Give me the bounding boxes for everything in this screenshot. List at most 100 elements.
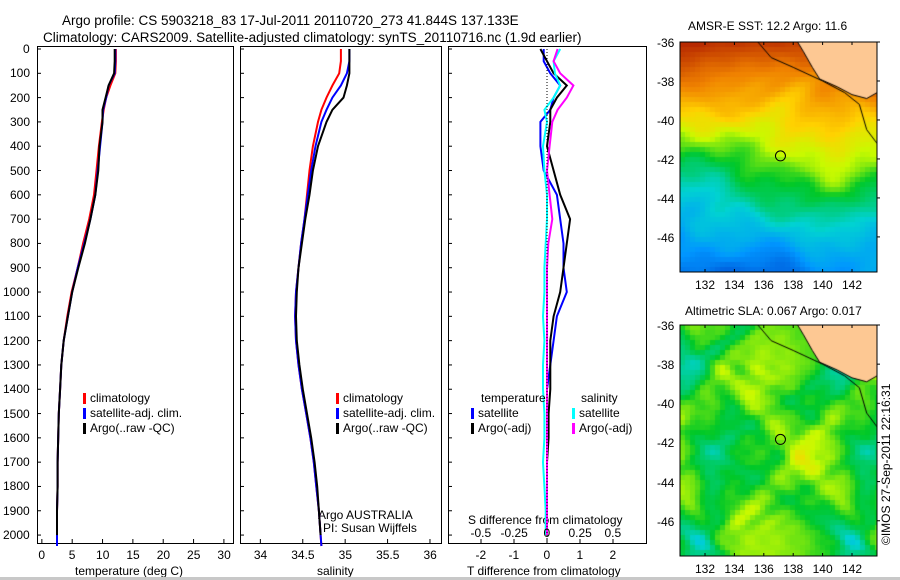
depth-tick-label: 1400 bbox=[3, 382, 30, 397]
s-tick-label: -0.25 bbox=[500, 526, 528, 540]
s-tick-label: 0.5 bbox=[604, 526, 622, 540]
depth-tick-label: 1000 bbox=[3, 285, 30, 300]
x-tick-label: 34.5 bbox=[291, 548, 315, 562]
x-tick-label: 34 bbox=[253, 548, 268, 562]
lat-tick-label: -36 bbox=[657, 36, 675, 50]
lon-tick-label: 134 bbox=[724, 278, 745, 292]
temperature-legend-swatch bbox=[83, 423, 86, 434]
s-tick-label: -0.5 bbox=[470, 526, 492, 540]
title-line1: Argo profile: CS 5903218_83 17-Jul-2011 … bbox=[62, 13, 519, 28]
t-difference-legend-label: Argo(-adj) bbox=[478, 421, 532, 435]
temperature-xlabel: temperature (deg C) bbox=[75, 564, 184, 578]
salinity-legend-label: climatology bbox=[343, 391, 404, 405]
depth-tick-label: 1700 bbox=[3, 455, 30, 470]
salinity-legend-label: satellite-adj. clim. bbox=[343, 406, 436, 420]
difference-legend-title-salinity: salinity bbox=[581, 391, 618, 405]
profile-line-satellite-adj-clim- bbox=[56, 49, 117, 546]
lon-tick-label: 140 bbox=[812, 562, 833, 576]
temperature-legend-swatch bbox=[83, 408, 86, 419]
x-tick-label: 35 bbox=[338, 548, 353, 562]
x-tick-label: 1 bbox=[576, 548, 584, 562]
s-difference-legend-label: satellite bbox=[579, 406, 620, 420]
lon-tick-label: 142 bbox=[842, 278, 863, 292]
argo-float-marker bbox=[774, 150, 786, 162]
lon-tick-label: 136 bbox=[753, 562, 774, 576]
profile-line-climatology bbox=[294, 49, 342, 547]
sla-map-image bbox=[680, 325, 877, 556]
depth-tick-label: 200 bbox=[10, 90, 31, 105]
salinity-legend-swatch bbox=[336, 423, 339, 434]
profile-line-salinity-argo-adj- bbox=[545, 48, 575, 536]
x-tick-label: 2 bbox=[609, 548, 617, 562]
x-tick-label: -2 bbox=[475, 548, 487, 562]
t-difference-legend-swatch bbox=[471, 408, 474, 419]
lat-tick-label: -40 bbox=[657, 113, 675, 128]
s-difference-legend-swatch bbox=[572, 408, 575, 419]
window-bottom-edge bbox=[0, 577, 900, 580]
temperature-legend-label: satellite-adj. clim. bbox=[90, 406, 183, 420]
profile-line-climatology bbox=[56, 49, 117, 546]
depth-tick-label: 1200 bbox=[3, 333, 30, 348]
temperature-axes bbox=[37, 46, 234, 544]
depth-tick-label: 400 bbox=[10, 139, 31, 154]
temperature-legend-label: climatology bbox=[90, 391, 151, 405]
salinity-xlabel: salinity bbox=[317, 564, 354, 578]
lon-tick-label: 132 bbox=[694, 562, 716, 576]
lat-tick-label: -42 bbox=[657, 152, 675, 167]
depth-tick-label: 900 bbox=[10, 260, 31, 275]
depth-tick-label: 700 bbox=[10, 212, 31, 227]
lat-tick-label: -44 bbox=[657, 475, 675, 490]
depth-tick-label: 600 bbox=[10, 187, 31, 202]
depth-tick-label: 1900 bbox=[3, 503, 30, 518]
salinity-annotation-1: Argo AUSTRALIA bbox=[318, 508, 413, 522]
temperature-legend-swatch bbox=[83, 393, 86, 404]
argo-float-marker bbox=[774, 433, 786, 445]
lat-tick-label: -44 bbox=[657, 191, 675, 206]
x-tick-label: 35.5 bbox=[376, 548, 400, 562]
s-tick-label: 0.25 bbox=[568, 526, 592, 540]
temperature-legend-label: Argo(..raw -QC) bbox=[90, 421, 175, 435]
profile-line-satellite-adj-clim- bbox=[294, 49, 351, 547]
depth-tick-label: 100 bbox=[10, 66, 31, 81]
sst-map-image bbox=[680, 42, 877, 272]
lat-tick-label: -46 bbox=[657, 230, 675, 245]
depth-tick-label: 1800 bbox=[3, 479, 30, 494]
sla-map-title: Altimetric SLA: 0.067 Argo: 0.017 bbox=[685, 304, 862, 318]
depth-tick-label: 800 bbox=[10, 236, 31, 251]
x-tick-label: 0 bbox=[543, 548, 551, 562]
lat-tick-label: -38 bbox=[657, 74, 675, 89]
lon-tick-label: 138 bbox=[783, 562, 804, 576]
lat-tick-label: -42 bbox=[657, 436, 675, 451]
depth-tick-label: 2000 bbox=[3, 528, 30, 543]
depth-tick-label: 1100 bbox=[4, 309, 30, 324]
profile-line-salinity-satellite bbox=[541, 48, 562, 536]
depth-tick-label: 300 bbox=[10, 114, 31, 129]
lat-tick-label: -38 bbox=[657, 358, 675, 373]
x-tick-label: 25 bbox=[187, 548, 201, 562]
x-tick-label: 20 bbox=[156, 548, 171, 562]
x-tick-label: 30 bbox=[217, 548, 231, 562]
x-tick-label: 5 bbox=[68, 548, 76, 562]
lon-tick-label: 142 bbox=[842, 562, 863, 576]
x-tick-label: 15 bbox=[126, 548, 140, 562]
lat-tick-label: -46 bbox=[657, 514, 675, 529]
profile-line-argo-raw-qc- bbox=[56, 49, 116, 536]
depth-tick-label: 0 bbox=[23, 42, 30, 56]
s-difference-legend-swatch bbox=[572, 423, 575, 434]
t-difference-legend-swatch bbox=[471, 423, 474, 434]
depth-tick-label: 1600 bbox=[3, 430, 30, 445]
depth-tick-label: 500 bbox=[10, 163, 31, 178]
x-tick-label: -1 bbox=[508, 548, 520, 562]
salinity-legend-label: Argo(..raw -QC) bbox=[343, 421, 428, 435]
depth-tick-label: 1500 bbox=[3, 406, 30, 421]
map-frame bbox=[679, 324, 878, 557]
map-frame bbox=[679, 41, 878, 273]
salinity-legend-swatch bbox=[336, 393, 339, 404]
profile-line-temperature-argo-adj- bbox=[539, 48, 572, 536]
s-tick-label: 0 bbox=[543, 526, 551, 540]
lon-tick-label: 132 bbox=[694, 278, 716, 292]
lon-tick-label: 134 bbox=[724, 562, 745, 576]
salinity-legend-swatch bbox=[336, 408, 339, 419]
profile-line-argo-raw-qc- bbox=[294, 49, 351, 536]
